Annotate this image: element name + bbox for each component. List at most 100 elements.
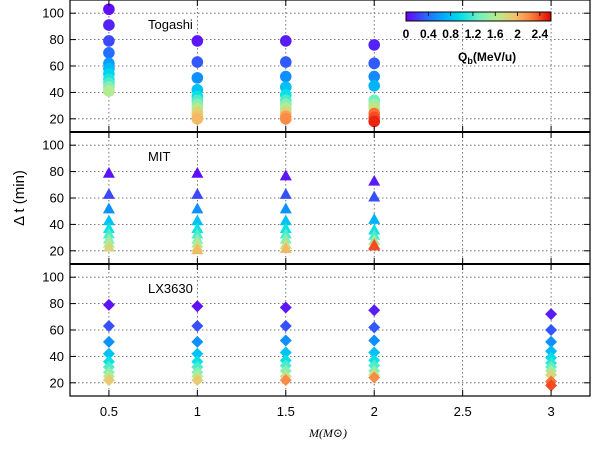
y-tick-label: 100 (42, 6, 64, 21)
data-point (368, 371, 381, 384)
panel-label: LX3630 (148, 281, 193, 296)
data-point (279, 320, 292, 333)
y-tick-label: 80 (50, 32, 64, 47)
colorbar-tick-label: 2.4 (532, 27, 549, 41)
data-point (191, 56, 204, 68)
data-point (279, 242, 292, 253)
y-tick-label: 80 (50, 164, 64, 179)
data-point (545, 368, 558, 381)
x-tick-label: 1 (194, 404, 201, 419)
x-tick-label: 3 (547, 404, 554, 419)
data-point (191, 113, 204, 125)
data-point (368, 174, 381, 186)
data-point (103, 3, 115, 16)
data-point (545, 335, 558, 348)
data-point (102, 298, 115, 311)
colorbar-tick-label: 0 (403, 27, 410, 41)
data-point (102, 166, 115, 178)
y-tick-label: 20 (50, 243, 64, 258)
data-point (279, 188, 292, 199)
data-point (103, 35, 115, 47)
data-point (279, 374, 292, 387)
colorbar-tick-label: 0.4 (420, 27, 437, 41)
data-point (368, 321, 381, 334)
data-point (191, 72, 204, 84)
data-point (279, 214, 292, 226)
data-point (103, 85, 115, 97)
data-point (102, 202, 115, 214)
data-point (279, 169, 292, 181)
data-point (368, 304, 381, 317)
data-point (103, 47, 115, 59)
data-point (368, 115, 381, 128)
panel-label: Togashi (148, 17, 193, 32)
colorbar-gradient (405, 11, 552, 22)
data-point (191, 202, 204, 214)
y-tick-label: 80 (50, 296, 64, 311)
y-tick-label: 40 (50, 85, 64, 100)
data-point (368, 334, 381, 347)
data-point (102, 240, 115, 252)
data-point (545, 379, 558, 392)
data-point (368, 39, 381, 51)
data-point (368, 239, 381, 251)
y-tick-label: 20 (50, 111, 64, 126)
data-point (191, 35, 204, 47)
panel-label: MIT (148, 149, 170, 164)
data-point (368, 190, 381, 202)
x-tick-label: 2 (371, 404, 378, 419)
data-point (368, 80, 381, 92)
data-point (102, 320, 115, 333)
data-point (368, 213, 381, 224)
data-point (102, 374, 115, 387)
x-axis-label: M(M⊙) (308, 426, 347, 440)
data-point (191, 243, 204, 255)
data-point (191, 300, 204, 313)
colorbar-tick-label: 2 (514, 27, 521, 41)
x-tick-label: 2.5 (454, 404, 472, 419)
y-tick-label: 100 (42, 138, 64, 153)
data-point (103, 19, 115, 31)
colorbar-ticks: 0 0.4 0.8 1.2 1.6 2 2.4 (403, 12, 549, 41)
data-point (102, 214, 115, 226)
data-point (545, 308, 558, 321)
y-tick-label: 20 (50, 375, 64, 390)
data-point (191, 374, 204, 387)
data-point (191, 166, 204, 178)
data-point (102, 347, 115, 360)
data-point (102, 188, 115, 199)
colorbar-label: Qb(MeV/u) (458, 50, 516, 66)
colorbar-label-unit: (MeV/u) (473, 50, 516, 64)
colorbar-tick-label: 1.6 (487, 27, 504, 41)
colorbar-tick-label: 1.2 (465, 27, 482, 41)
marks-layer (102, 3, 558, 392)
data-point (191, 188, 204, 199)
colorbar-tick-label: 0.8 (442, 27, 459, 41)
data-point (279, 301, 292, 314)
y-tick-label: 60 (50, 191, 64, 206)
x-tick-label: 1.5 (277, 404, 295, 419)
y-tick-label: 100 (42, 270, 64, 285)
data-point (279, 70, 292, 83)
data-point (279, 56, 292, 68)
data-point (368, 346, 381, 359)
data-point (368, 70, 381, 83)
colorbar-label-q: Q (458, 50, 467, 64)
x-tick-label: 0.5 (100, 404, 118, 419)
y-tick-label: 40 (50, 349, 64, 364)
colorbar-label-sub: b (467, 56, 473, 66)
data-point (191, 320, 204, 333)
data-point (279, 346, 292, 359)
data-point (102, 335, 115, 348)
colorbar: 0 0.4 0.8 1.2 1.6 2 2.4 Qb(MeV/u) (403, 11, 552, 66)
data-point (191, 335, 204, 348)
data-point (279, 202, 292, 214)
data-point (545, 324, 558, 336)
data-point (279, 35, 292, 47)
ticks-layer: 20406080100Togashi20406080100MIT20406080… (42, 0, 590, 419)
data-point (191, 347, 204, 360)
data-point (279, 334, 292, 347)
data-point (279, 113, 292, 125)
y-tick-label: 40 (50, 217, 64, 232)
